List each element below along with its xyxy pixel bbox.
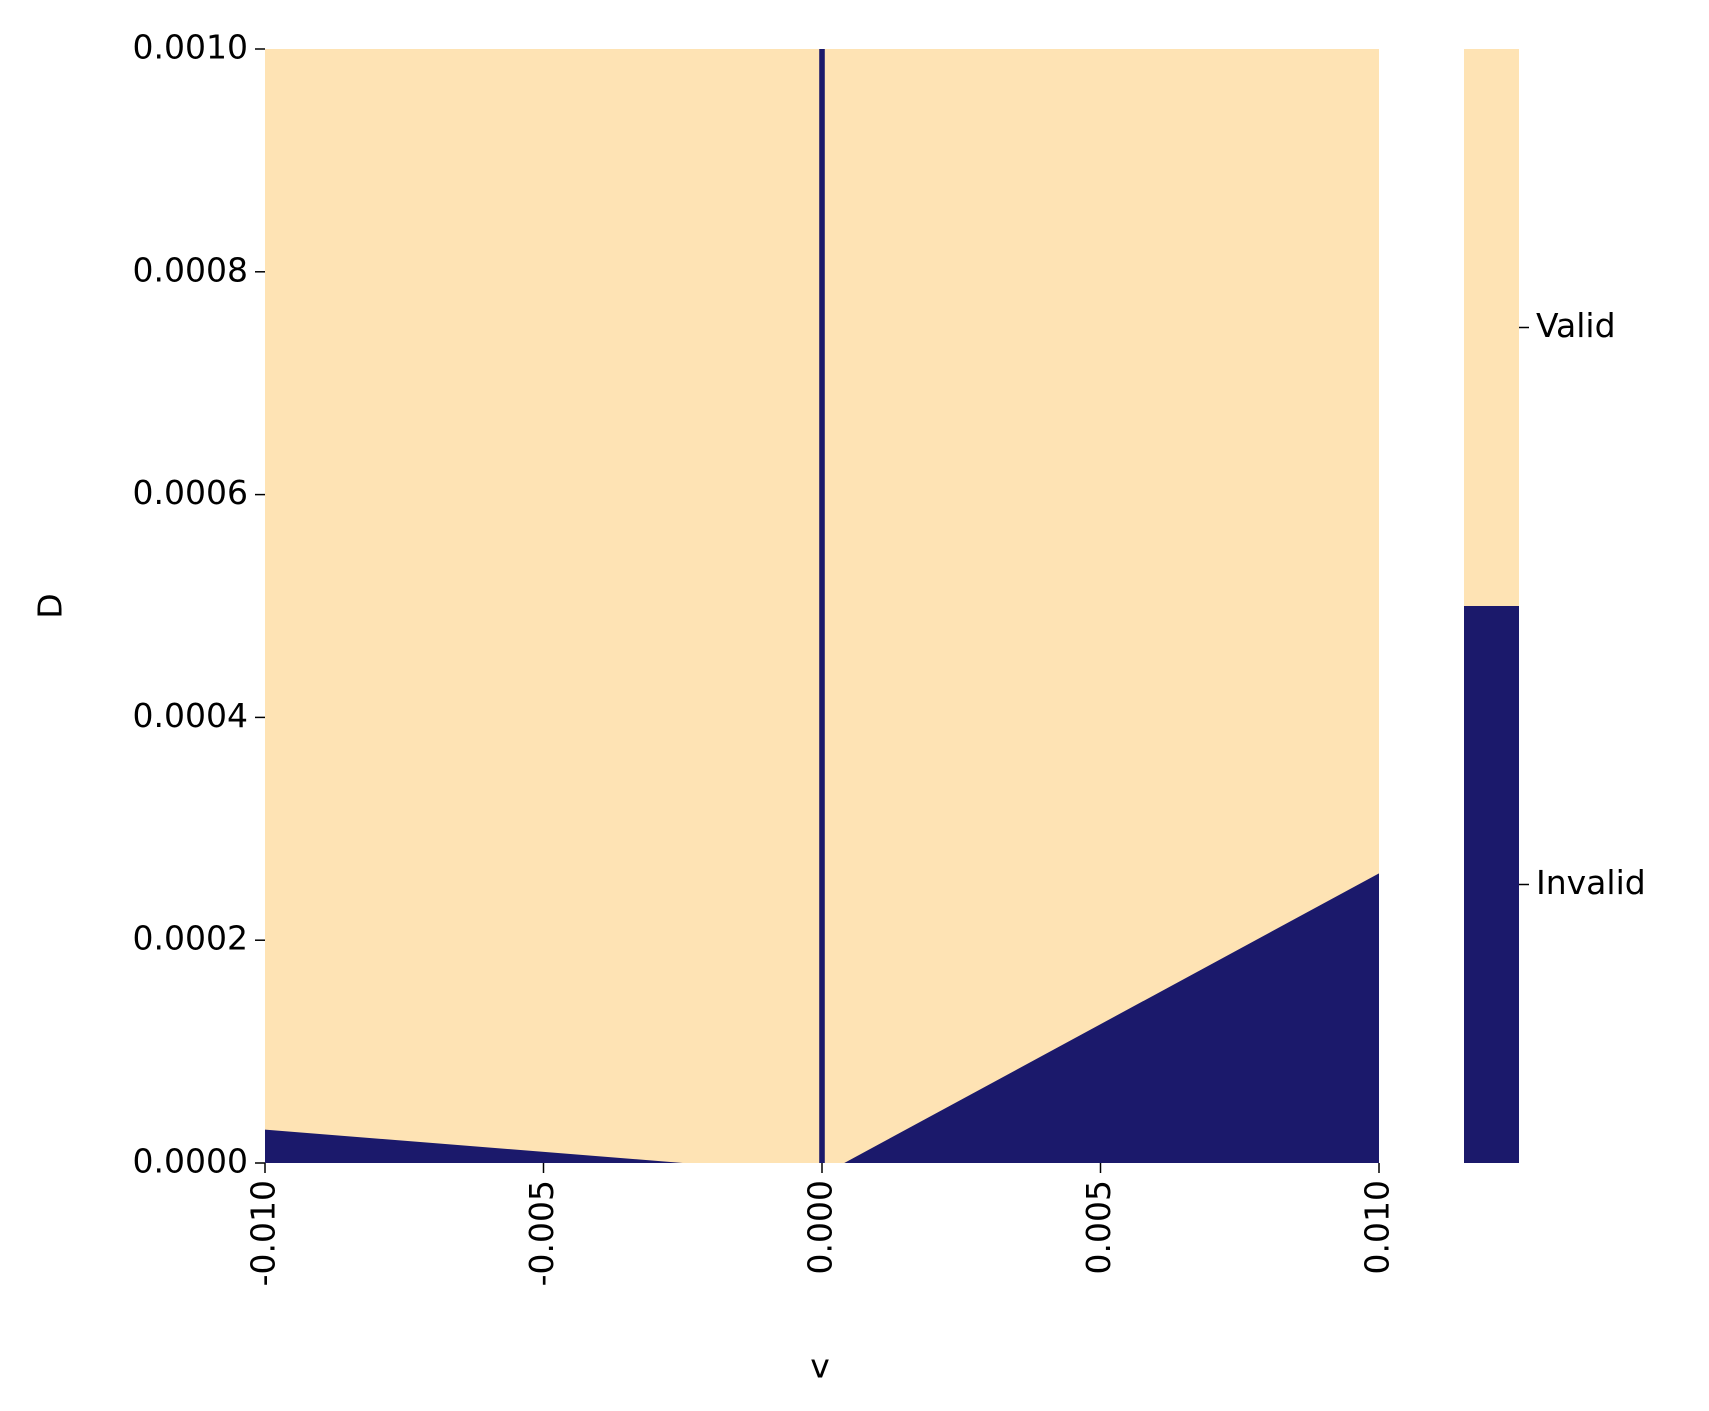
y-tick-label: 0.0010 — [133, 28, 248, 67]
colorbar-tick-label: Valid — [1536, 306, 1616, 345]
colorbar-segment — [1464, 49, 1519, 606]
y-axis-label: D — [31, 593, 70, 618]
x-tick-label: 0.005 — [1079, 1180, 1118, 1274]
y-tick-label: 0.0002 — [133, 919, 248, 958]
invalid-region — [844, 873, 1379, 1163]
x-tick-label: 0.000 — [801, 1180, 840, 1274]
y-tick-label: 0.0000 — [133, 1142, 248, 1181]
y-tick-label: 0.0004 — [133, 696, 248, 735]
invalid-region — [265, 1129, 683, 1163]
colorbar-tick-label: Invalid — [1536, 863, 1646, 902]
x-tick-label: 0.010 — [1358, 1180, 1397, 1274]
x-tick-label: -0.005 — [522, 1180, 561, 1286]
x-axis-label: v — [810, 1347, 830, 1386]
y-tick-label: 0.0006 — [133, 473, 248, 512]
y-tick-label: 0.0008 — [133, 250, 248, 289]
x-tick-label: -0.010 — [244, 1180, 283, 1286]
invalid-region — [819, 49, 825, 1163]
colorbar-segment — [1464, 606, 1519, 1163]
